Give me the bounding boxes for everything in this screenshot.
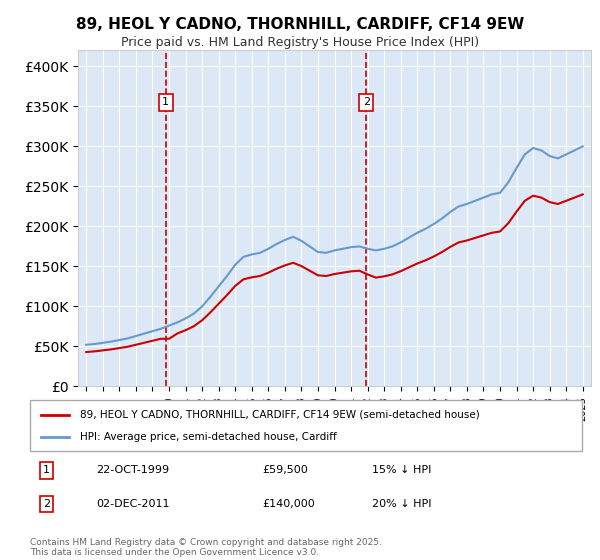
Text: 89, HEOL Y CADNO, THORNHILL, CARDIFF, CF14 9EW (semi-detached house): 89, HEOL Y CADNO, THORNHILL, CARDIFF, CF… xyxy=(80,409,479,419)
Text: 02-DEC-2011: 02-DEC-2011 xyxy=(96,499,170,509)
Text: 89, HEOL Y CADNO, THORNHILL, CARDIFF, CF14 9EW: 89, HEOL Y CADNO, THORNHILL, CARDIFF, CF… xyxy=(76,17,524,32)
Text: 15% ↓ HPI: 15% ↓ HPI xyxy=(372,465,431,475)
Text: 20% ↓ HPI: 20% ↓ HPI xyxy=(372,499,432,509)
Text: 2: 2 xyxy=(43,499,50,509)
Text: Price paid vs. HM Land Registry's House Price Index (HPI): Price paid vs. HM Land Registry's House … xyxy=(121,36,479,49)
Text: 22-OCT-1999: 22-OCT-1999 xyxy=(96,465,169,475)
Text: £140,000: £140,000 xyxy=(262,499,314,509)
Text: Contains HM Land Registry data © Crown copyright and database right 2025.
This d: Contains HM Land Registry data © Crown c… xyxy=(30,538,382,557)
Text: HPI: Average price, semi-detached house, Cardiff: HPI: Average price, semi-detached house,… xyxy=(80,432,337,442)
Text: £59,500: £59,500 xyxy=(262,465,308,475)
Text: 1: 1 xyxy=(162,97,169,108)
Text: 2: 2 xyxy=(363,97,370,108)
FancyBboxPatch shape xyxy=(30,400,582,451)
Text: 1: 1 xyxy=(43,465,50,475)
